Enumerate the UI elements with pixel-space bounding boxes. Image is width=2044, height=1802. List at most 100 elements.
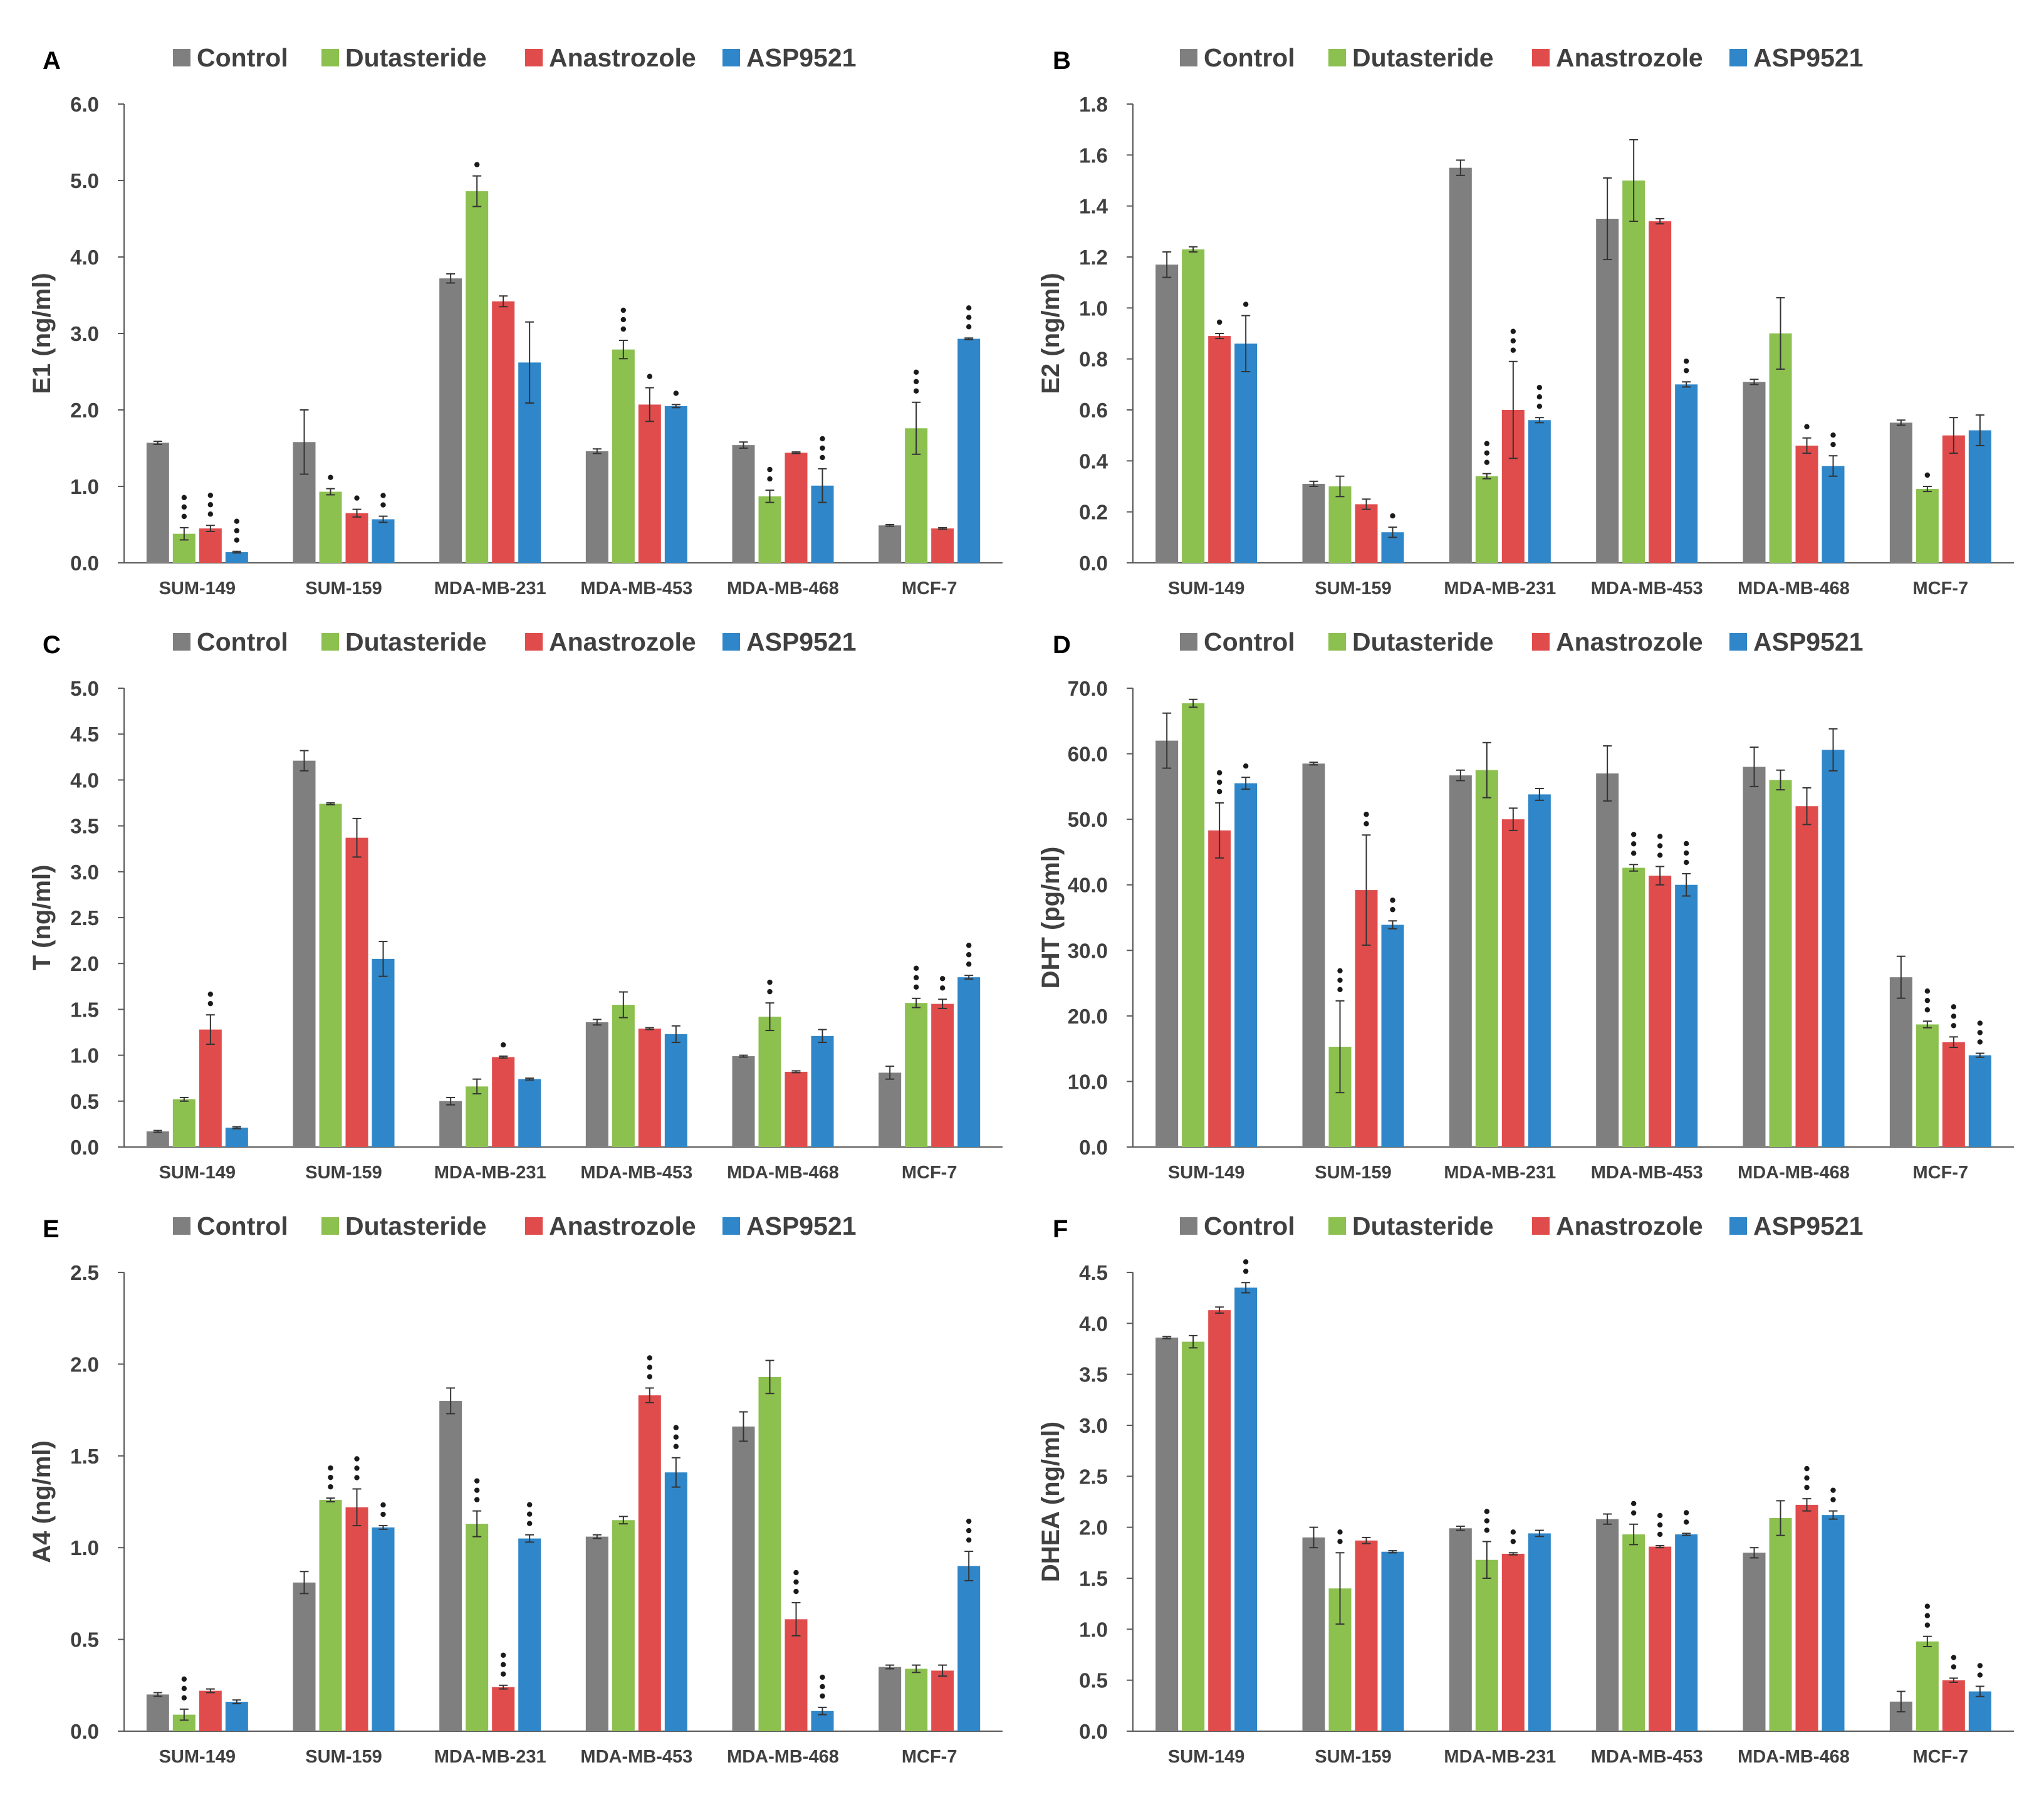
y-tick-label: 0.0	[1079, 552, 1108, 575]
bar-asp9521-sum-149	[225, 1702, 248, 1731]
bar-anastrozole-mda-mb-453	[1649, 876, 1672, 1147]
significance-dot	[354, 1456, 360, 1462]
significance-dot	[913, 984, 919, 990]
y-tick-label: 20.0	[1068, 1005, 1108, 1028]
significance-dot	[1390, 513, 1395, 519]
legend-label-asp9521: ASP9521	[1753, 627, 1864, 656]
bar-anastrozole-mda-mb-453	[1649, 221, 1672, 563]
bar-dutasteride-mda-mb-231	[466, 191, 489, 563]
bar-control-mda-mb-468	[732, 445, 755, 563]
bar-anastrozole-sum-149	[199, 1690, 222, 1731]
legend-label-anastrozole: Anastrozole	[1556, 1212, 1703, 1240]
x-tick-label: SUM-159	[305, 1163, 382, 1183]
y-tick-label: 0.5	[70, 1090, 99, 1113]
legend-swatch-asp9521	[722, 1217, 740, 1235]
x-tick-label: MDA-MB-453	[1591, 1163, 1703, 1183]
legend-swatch-dutasteride	[1328, 49, 1346, 66]
significance-dot	[1337, 977, 1343, 983]
y-axis-label: DHEA (ng/ml)	[1037, 1422, 1065, 1582]
bar-anastrozole-sum-159	[345, 837, 368, 1147]
bar-anastrozole-sum-149	[1208, 336, 1231, 563]
significance-dot	[1804, 1475, 1810, 1481]
bar-asp9521-mcf-7	[1968, 430, 1991, 563]
legend-swatch-control	[173, 49, 190, 66]
bar-asp9521-mda-mb-453	[1675, 1534, 1698, 1731]
legend-swatch-control	[1180, 49, 1197, 66]
y-tick-label: 3.0	[70, 861, 99, 884]
significance-dot	[767, 476, 773, 482]
bar-asp9521-sum-149	[1234, 343, 1258, 563]
x-tick-label: MDA-MB-231	[434, 1747, 546, 1767]
x-tick-label: MDA-MB-453	[580, 1163, 692, 1183]
bar-anastrozole-mda-mb-453	[638, 1029, 661, 1147]
panel-b: B Control Dutasteride Anastrozole ASP9521 E2 …	[1037, 43, 2014, 599]
legend-label-dutasteride: Dutasteride	[345, 1212, 487, 1240]
bar-dutasteride-mcf-7	[905, 1003, 928, 1147]
bar-dutasteride-mda-mb-453	[1622, 181, 1645, 563]
y-tick-label: 2.0	[1079, 1516, 1108, 1539]
significance-dot	[793, 1569, 799, 1576]
bar-control-mcf-7	[879, 1072, 902, 1147]
bar-asp9521-sum-159	[1381, 925, 1404, 1147]
bar-dutasteride-mda-mb-468	[1769, 780, 1792, 1147]
x-tick-label: MCF-7	[1913, 1747, 1969, 1767]
legend-swatch-dutasteride	[1328, 1217, 1346, 1235]
legend-swatch-anastrozole	[1532, 1217, 1550, 1235]
y-tick-label: 5.0	[70, 677, 99, 700]
significance-dot	[474, 1487, 480, 1493]
significance-dot	[1337, 968, 1343, 974]
significance-dot	[1924, 1603, 1931, 1609]
legend-label-control: Control	[197, 627, 288, 656]
significance-dot	[1536, 385, 1543, 390]
x-tick-label: SUM-159	[305, 579, 382, 599]
bar-anastrozole-mda-mb-468	[785, 1619, 808, 1731]
legend-swatch-anastrozole	[525, 633, 543, 651]
x-tick-label: SUM-159	[1315, 579, 1392, 599]
significance-dot	[1804, 1465, 1810, 1472]
significance-dot	[1337, 1539, 1343, 1544]
bar-control-mda-mb-453	[1596, 1519, 1619, 1731]
x-tick-label: MDA-MB-468	[727, 579, 839, 599]
legend-label-dutasteride: Dutasteride	[1352, 627, 1494, 656]
bar-asp9521-mda-mb-231	[518, 1538, 541, 1731]
bar-control-mda-mb-231	[439, 278, 462, 563]
significance-dot	[1977, 1039, 1983, 1045]
bar-anastrozole-sum-149	[199, 528, 222, 563]
significance-dot	[620, 307, 627, 313]
significance-dot	[328, 1474, 333, 1480]
bar-anastrozole-mda-mb-231	[492, 301, 515, 563]
significance-dot	[1484, 1527, 1490, 1533]
bar-control-sum-159	[293, 1582, 316, 1731]
bar-asp9521-mcf-7	[957, 1566, 981, 1731]
legend-label-control: Control	[1204, 43, 1295, 72]
x-tick-label: MDA-MB-468	[727, 1747, 839, 1767]
y-tick-label: 1.5	[70, 998, 99, 1021]
legend-swatch-asp9521	[1729, 1217, 1747, 1235]
legend-swatch-dutasteride	[1328, 633, 1346, 651]
bar-control-sum-149	[1155, 1338, 1179, 1731]
panel-f: F Control Dutasteride Anastrozole ASP9521 DHE…	[1037, 1212, 2014, 1767]
significance-dot	[966, 961, 972, 967]
panel-letter: F	[1053, 1215, 1068, 1243]
significance-dot	[474, 162, 480, 167]
significance-dot	[966, 943, 972, 948]
bar-control-mda-mb-468	[1743, 382, 1766, 563]
y-tick-label: 4.5	[70, 723, 99, 746]
significance-dot	[1804, 1484, 1810, 1490]
significance-dot	[1683, 841, 1689, 847]
significance-dot	[1364, 821, 1369, 827]
significance-dot	[939, 985, 946, 991]
bar-dutasteride-mda-mb-453	[1622, 867, 1645, 1147]
bar-anastrozole-mda-mb-468	[1795, 445, 1818, 563]
significance-dot	[1484, 441, 1490, 446]
significance-dot	[207, 511, 214, 517]
legend-label-anastrozole: Anastrozole	[1556, 627, 1703, 656]
significance-dot	[1683, 850, 1689, 856]
x-tick-label: MCF-7	[902, 579, 957, 599]
legend-label-dutasteride: Dutasteride	[1352, 1212, 1494, 1240]
significance-dot	[1243, 1269, 1249, 1274]
bar-anastrozole-mda-mb-231	[1501, 819, 1525, 1147]
legend-label-control: Control	[197, 1212, 288, 1240]
x-tick-label: MCF-7	[1913, 579, 1969, 599]
significance-dot	[207, 493, 214, 498]
